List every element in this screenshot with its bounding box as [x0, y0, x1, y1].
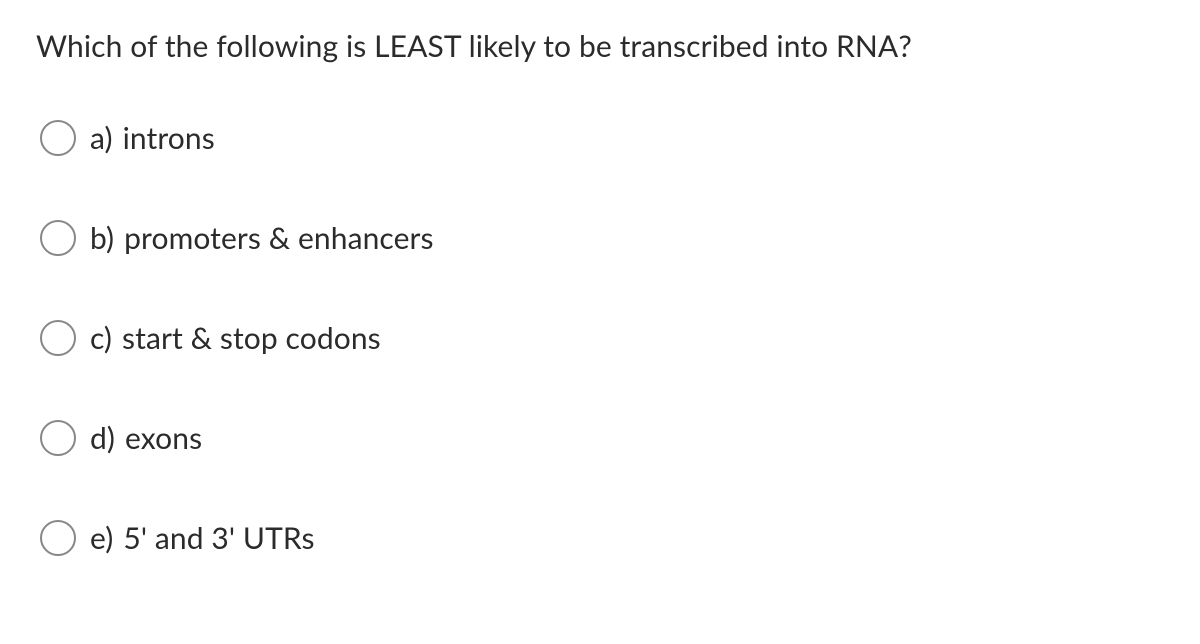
option-d[interactable]: d) exons — [40, 420, 1164, 456]
option-text: promoters & enhancers — [124, 220, 433, 256]
option-letter: b) — [90, 220, 114, 256]
option-letter: a) — [90, 120, 113, 156]
options-list: a) introns b) promoters & enhancers c) s… — [36, 120, 1164, 556]
radio-icon[interactable] — [40, 220, 76, 256]
option-e[interactable]: e) 5' and 3' UTRs — [40, 520, 1164, 556]
option-text: exons — [125, 420, 202, 456]
radio-icon[interactable] — [40, 520, 76, 556]
option-letter: e) — [90, 520, 113, 556]
option-text: introns — [123, 120, 215, 156]
radio-icon[interactable] — [40, 420, 76, 456]
quiz-container: Which of the following is LEAST likely t… — [0, 0, 1200, 584]
option-letter: c) — [90, 320, 112, 356]
option-text: 5' and 3' UTRs — [123, 520, 314, 556]
radio-icon[interactable] — [40, 120, 76, 156]
radio-icon[interactable] — [40, 320, 76, 356]
option-c[interactable]: c) start & stop codons — [40, 320, 1164, 356]
option-b[interactable]: b) promoters & enhancers — [40, 220, 1164, 256]
option-label: b) promoters & enhancers — [90, 220, 434, 256]
option-label: a) introns — [90, 120, 215, 156]
option-a[interactable]: a) introns — [40, 120, 1164, 156]
option-text: start & stop codons — [122, 320, 381, 356]
question-text: Which of the following is LEAST likely t… — [36, 28, 1164, 64]
option-label: d) exons — [90, 420, 202, 456]
option-label: e) 5' and 3' UTRs — [90, 520, 315, 556]
option-label: c) start & stop codons — [90, 320, 381, 356]
option-letter: d) — [90, 420, 115, 456]
